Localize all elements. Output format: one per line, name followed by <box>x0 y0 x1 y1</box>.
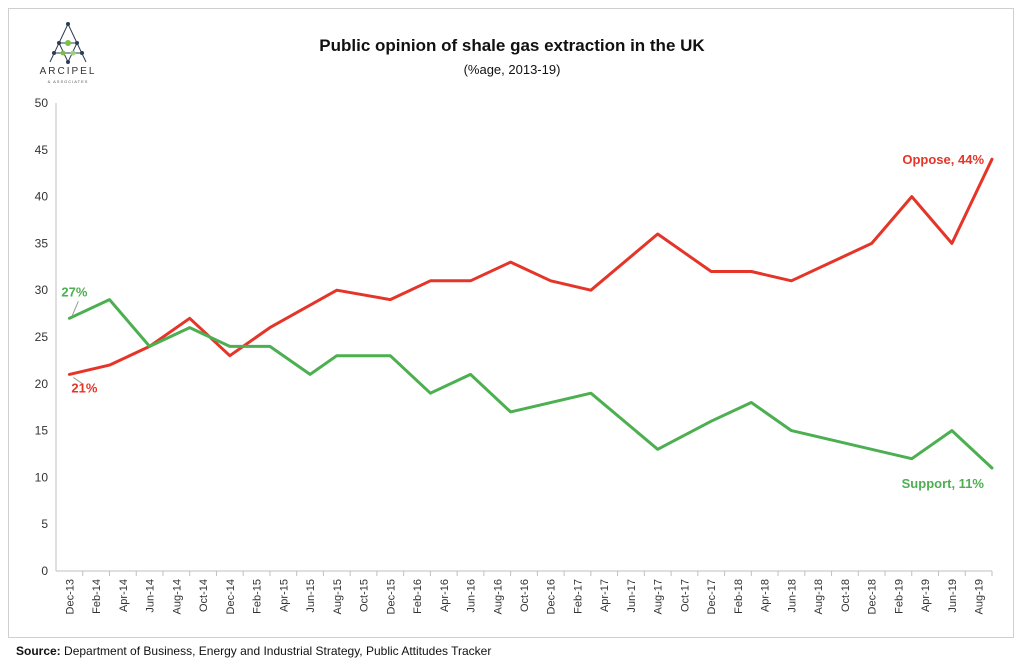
y-tick-label: 10 <box>35 470 49 484</box>
x-tick-label: Jun-16 <box>466 579 478 613</box>
x-tick-label: Feb-17 <box>572 579 584 614</box>
x-tick-label: Jun-17 <box>626 579 638 613</box>
x-tick-label: Apr-17 <box>599 579 611 612</box>
support-start-leader <box>71 301 79 316</box>
x-tick-label: Dec-14 <box>225 579 237 614</box>
chart-title: Public opinion of shale gas extraction i… <box>319 36 705 55</box>
x-tick-label: Oct-18 <box>840 579 852 612</box>
y-tick-label: 20 <box>35 377 49 391</box>
x-tick-label: Apr-18 <box>760 579 772 612</box>
source-text: Department of Business, Energy and Indus… <box>64 644 492 658</box>
x-tick-label: Apr-14 <box>118 579 130 612</box>
x-tick-label: Aug-19 <box>974 579 986 614</box>
x-tick-label: Aug-17 <box>653 579 665 614</box>
y-tick-label: 5 <box>41 517 48 531</box>
x-tick-label: Jun-15 <box>305 579 317 613</box>
arcipel-logo: ARCIPEL & ASSOCIATES <box>36 22 100 88</box>
x-tick-label: Aug-15 <box>332 579 344 614</box>
x-tick-label: Feb-15 <box>252 579 264 614</box>
x-tick-label: Dec-18 <box>867 579 879 614</box>
x-tick-label: Feb-16 <box>412 579 424 614</box>
x-tick-label: Apr-19 <box>920 579 932 612</box>
x-tick-label: Jun-14 <box>145 579 157 613</box>
line-chart: 0 5 10 15 20 25 30 35 40 45 50 Dec-13 Feb-14 Apr-14 Ju… <box>35 96 994 614</box>
x-tick-label: Dec-17 <box>706 579 718 614</box>
oppose-end-label: Oppose, 44% <box>902 152 984 167</box>
support-series-line <box>67 298 994 470</box>
x-tick-label: Dec-15 <box>385 579 397 614</box>
y-tick-label: 45 <box>35 143 49 157</box>
oppose-series-line <box>67 157 994 376</box>
x-tick-label: Dec-13 <box>64 579 76 614</box>
x-tick-label: Aug-14 <box>171 579 183 614</box>
x-tick-label: Oct-16 <box>519 579 531 612</box>
y-tick-label: 15 <box>35 424 49 438</box>
x-tick-label: Dec-16 <box>546 579 558 614</box>
oppose-start-label: 21% <box>71 380 97 395</box>
oppose-start-leader <box>73 377 84 385</box>
source-label: Source: <box>16 644 61 658</box>
x-tick-label: Apr-15 <box>278 579 290 612</box>
y-tick-label: 30 <box>35 283 49 297</box>
support-start-label: 27% <box>61 284 87 299</box>
x-tick-label: Jun-19 <box>947 579 959 613</box>
x-tick-label: Oct-17 <box>679 579 691 612</box>
logo-name: ARCIPEL <box>39 66 97 77</box>
x-tick-label: Feb-18 <box>733 579 745 614</box>
x-tick-label: Feb-19 <box>893 579 905 614</box>
logo-mark-icon <box>49 22 87 64</box>
source-note: Source: Department of Business, Energy a… <box>16 644 491 658</box>
x-tick-label: Oct-15 <box>359 579 371 612</box>
support-end-label: Support, 11% <box>902 476 985 491</box>
chart-frame <box>8 8 1014 638</box>
x-tick-label: Oct-14 <box>198 579 210 612</box>
x-tick-label: Feb-14 <box>91 579 103 614</box>
y-tick-label: 35 <box>35 236 49 250</box>
logo-subtitle: & ASSOCIATES <box>47 79 89 84</box>
chart-subtitle: (%age, 2013-19) <box>463 62 561 77</box>
x-tick-label: Aug-18 <box>813 579 825 614</box>
y-tick-label: 25 <box>35 330 49 344</box>
x-tick-label: Aug-16 <box>492 579 504 614</box>
y-tick-label: 40 <box>35 190 49 204</box>
y-tick-label: 0 <box>41 564 48 578</box>
y-tick-label: 50 <box>35 96 49 110</box>
x-tick-label: Apr-16 <box>439 579 451 612</box>
x-tick-label: Jun-18 <box>786 579 798 613</box>
